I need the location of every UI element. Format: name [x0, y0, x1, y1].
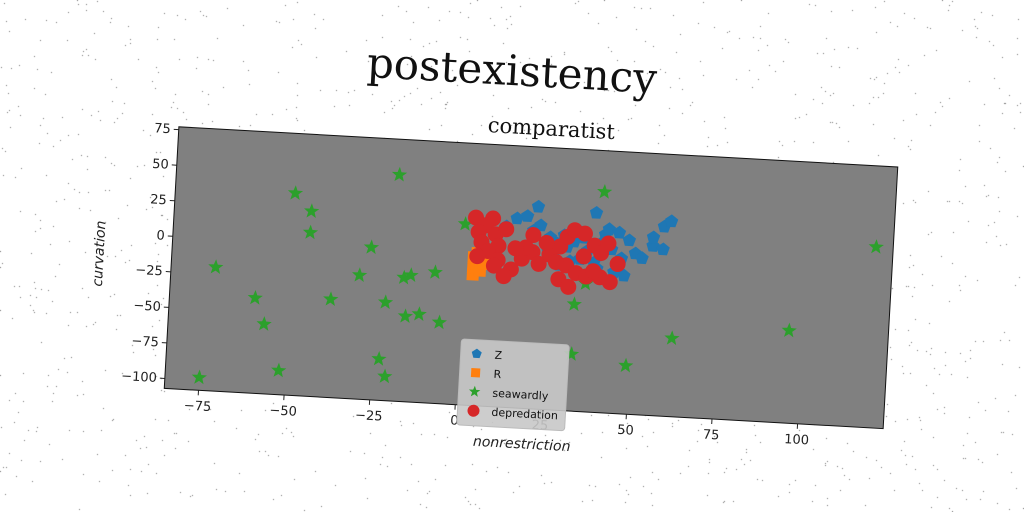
point-z — [531, 199, 546, 213]
point-seawardly — [323, 291, 339, 307]
point-depredation — [498, 221, 515, 238]
legend-marker — [471, 348, 482, 359]
point-z — [589, 205, 604, 219]
point-depredation — [585, 263, 602, 280]
point-seawardly — [597, 183, 613, 199]
point-seawardly — [403, 267, 419, 282]
point-seawardly — [371, 351, 387, 366]
x-tick-label: 100 — [784, 432, 810, 448]
point-seawardly — [302, 224, 319, 240]
y-tick-label: −100 — [121, 369, 158, 386]
x-tick-label: −50 — [269, 403, 297, 420]
point-seawardly — [391, 166, 408, 182]
legend-label: R — [493, 368, 502, 381]
point-seawardly — [868, 239, 884, 254]
legend-marker — [468, 385, 481, 397]
point-seawardly — [256, 316, 272, 331]
point-seawardly — [664, 330, 680, 346]
point-z — [617, 268, 631, 282]
point-depredation — [507, 240, 524, 257]
legend-marker — [470, 368, 481, 378]
x-tick-label: −25 — [355, 408, 383, 425]
legend-label: depredation — [491, 406, 558, 423]
point-seawardly — [287, 185, 304, 200]
point-z — [646, 230, 661, 244]
point-seawardly — [457, 216, 474, 231]
point-seawardly — [377, 368, 393, 384]
y-tick-label: 50 — [152, 157, 169, 173]
point-seawardly — [781, 322, 797, 338]
legend-box — [456, 338, 570, 432]
y-axis-label: curvation — [90, 220, 110, 287]
point-z — [602, 222, 617, 236]
point-seawardly — [431, 314, 447, 330]
chart-container: comparatist −75 −50 −25 0 25 50 75 100 −100 −75 −5… — [70, 82, 930, 508]
chart-title: comparatist — [487, 113, 616, 144]
y-tick-label: −25 — [135, 263, 163, 280]
point-seawardly — [208, 259, 224, 274]
scatter-chart: comparatist −75 −50 −25 0 25 50 75 100 −100 −75 −5… — [90, 113, 899, 455]
point-z — [612, 225, 627, 239]
legend-label: seawardly — [492, 387, 549, 403]
data-marks — [191, 166, 884, 385]
point-seawardly — [363, 239, 380, 255]
point-seawardly — [191, 369, 207, 385]
point-depredation — [547, 253, 564, 270]
legend-label: Z — [494, 349, 503, 362]
point-z — [635, 251, 649, 265]
point-z — [510, 211, 524, 225]
x-tick-label: 0 — [450, 413, 459, 428]
point-seawardly — [396, 269, 412, 285]
point-depredation — [495, 268, 512, 285]
point-depredation — [525, 227, 542, 244]
x-tick-label: 50 — [617, 423, 634, 439]
point-seawardly — [271, 362, 287, 378]
x-axis-label: nonrestriction — [473, 434, 571, 455]
y-tick-label: 25 — [150, 192, 167, 208]
point-depredation — [538, 234, 555, 251]
x-tick-label: −75 — [183, 399, 211, 416]
point-z — [534, 218, 548, 232]
point-seawardly — [411, 306, 427, 321]
point-seawardly — [304, 203, 320, 218]
point-seawardly — [352, 267, 368, 282]
point-z — [656, 242, 670, 256]
y-tick-label: 0 — [156, 228, 165, 243]
point-depredation — [601, 274, 618, 291]
point-depredation — [530, 255, 547, 272]
point-depredation — [576, 225, 593, 242]
point-seawardly — [566, 296, 582, 312]
point-depredation — [485, 257, 502, 274]
point-z — [665, 214, 679, 228]
x-tick-label: 75 — [702, 428, 719, 444]
y-tick-label: 75 — [154, 121, 171, 137]
point-depredation — [609, 256, 626, 273]
point-depredation — [469, 248, 486, 265]
point-z — [622, 233, 637, 247]
point-z — [521, 209, 535, 223]
point-seawardly — [427, 264, 443, 280]
point-seawardly — [247, 289, 263, 305]
point-seawardly — [397, 308, 413, 323]
point-depredation — [575, 248, 592, 265]
point-seawardly — [618, 357, 634, 373]
y-tick-label: −50 — [133, 298, 161, 315]
y-tick-label: −75 — [131, 334, 159, 351]
point-depredation — [560, 278, 577, 295]
point-depredation — [600, 235, 617, 252]
legend-marker — [467, 404, 480, 417]
point-seawardly — [377, 294, 394, 310]
